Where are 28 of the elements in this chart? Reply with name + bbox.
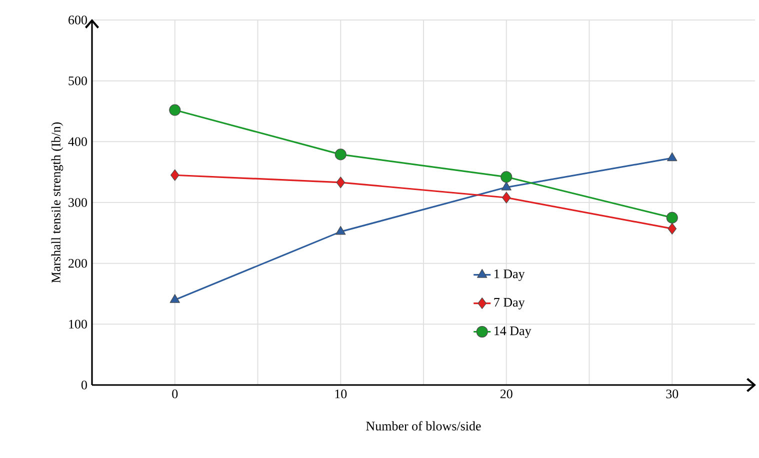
y-tick-label: 100 [69, 320, 87, 329]
x-tick-label: 30 [666, 390, 678, 398]
point [334, 148, 346, 160]
point [500, 171, 512, 183]
y-tick-label: 300 [68, 198, 87, 207]
y-tick-label: 400 [68, 137, 87, 146]
point [667, 152, 678, 162]
point [502, 192, 511, 204]
y-tick-label: 0 [81, 380, 87, 390]
point [169, 104, 181, 116]
point [501, 182, 512, 190]
x-tick-label: 0 [172, 390, 178, 398]
y-axis-title: Marshall tensile strength (Ib/n) [51, 122, 64, 283]
point [170, 294, 180, 303]
point [170, 169, 180, 181]
x-tick-label: 20 [500, 390, 512, 398]
legend-label: 7 Day [494, 298, 525, 310]
point [336, 176, 346, 188]
y-tick-label: 500 [68, 76, 87, 86]
y-tick-label: 600 [68, 16, 87, 24]
x-axis-title: Number of blows/side [366, 421, 481, 430]
point [668, 222, 677, 234]
point [666, 212, 678, 224]
x-tick-label: 10 [335, 390, 347, 398]
y-tick-label: 200 [68, 258, 87, 268]
point [336, 226, 346, 235]
legend-label: 14 Day [494, 326, 532, 338]
legend-label: 1 Day [494, 270, 525, 281]
